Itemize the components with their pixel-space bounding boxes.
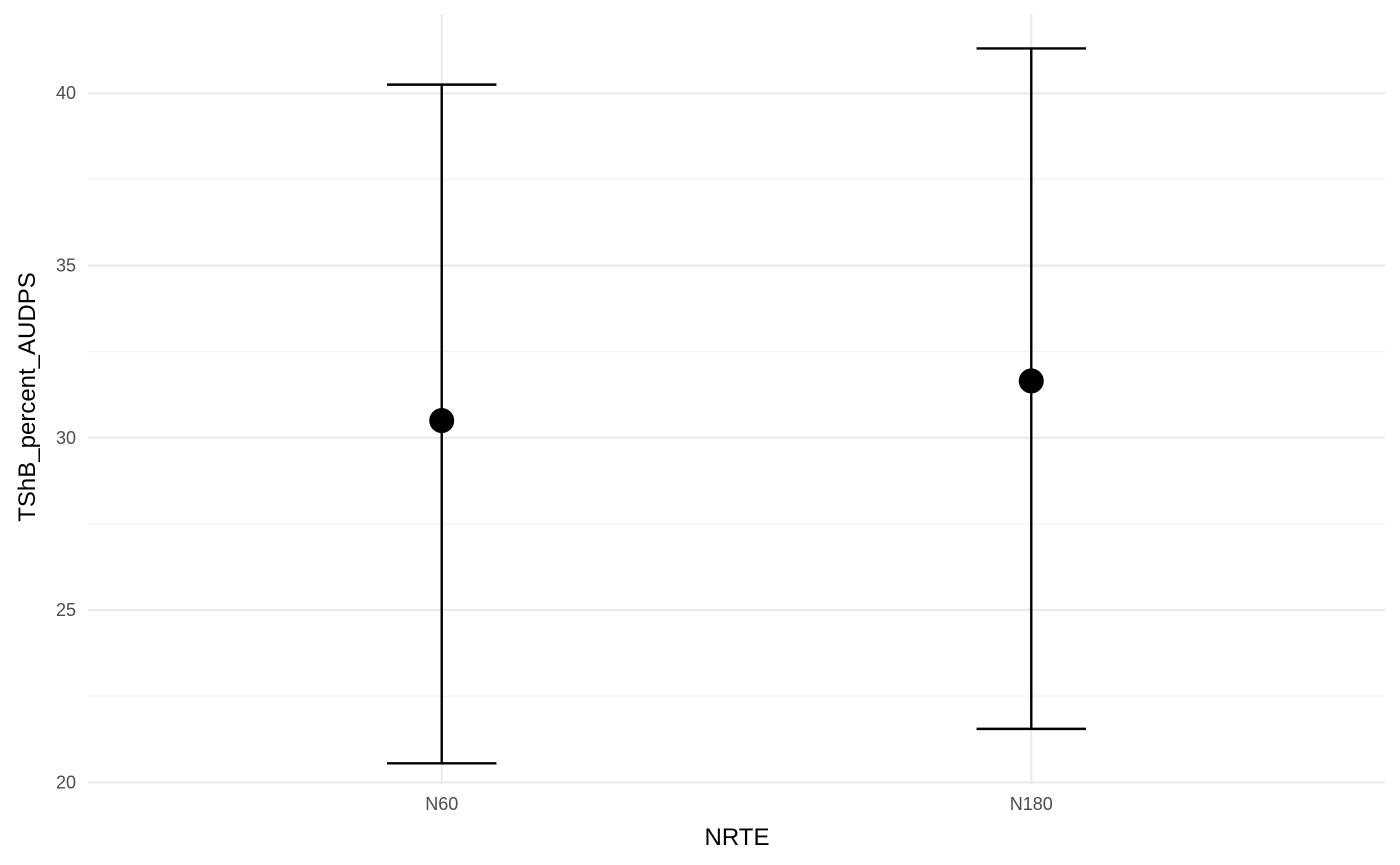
- y-tick-label: 25: [56, 600, 76, 620]
- x-tick-label: N180: [1010, 794, 1053, 814]
- y-tick-label: 30: [56, 428, 76, 448]
- y-tick-label: 35: [56, 255, 76, 275]
- marks: [387, 47, 1086, 765]
- errorbar-group: [976, 47, 1086, 731]
- data-point: [1018, 368, 1044, 394]
- grid: [88, 14, 1385, 784]
- x-tick-label: N60: [425, 794, 458, 814]
- y-tick-label: 40: [56, 83, 76, 103]
- x-ticks: N60 N180: [425, 794, 1053, 814]
- y-ticks: 20 25 30 35 40: [56, 83, 76, 792]
- data-point: [429, 408, 455, 434]
- y-axis-title: TShB_percent_AUDPS: [14, 272, 41, 521]
- errorbar-group: [387, 83, 497, 765]
- x-axis-title: NRTE: [705, 824, 770, 851]
- y-tick-label: 20: [56, 772, 76, 792]
